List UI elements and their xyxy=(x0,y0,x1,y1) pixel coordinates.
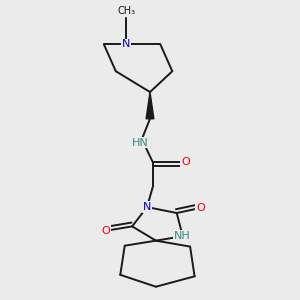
Text: O: O xyxy=(101,226,110,236)
Text: O: O xyxy=(196,203,205,213)
Text: NH: NH xyxy=(174,231,191,241)
Text: N: N xyxy=(143,202,151,212)
Text: CH₃: CH₃ xyxy=(117,6,135,16)
Text: HN: HN xyxy=(132,138,149,148)
Text: N: N xyxy=(122,40,130,50)
Text: O: O xyxy=(181,158,190,167)
Polygon shape xyxy=(146,92,154,119)
